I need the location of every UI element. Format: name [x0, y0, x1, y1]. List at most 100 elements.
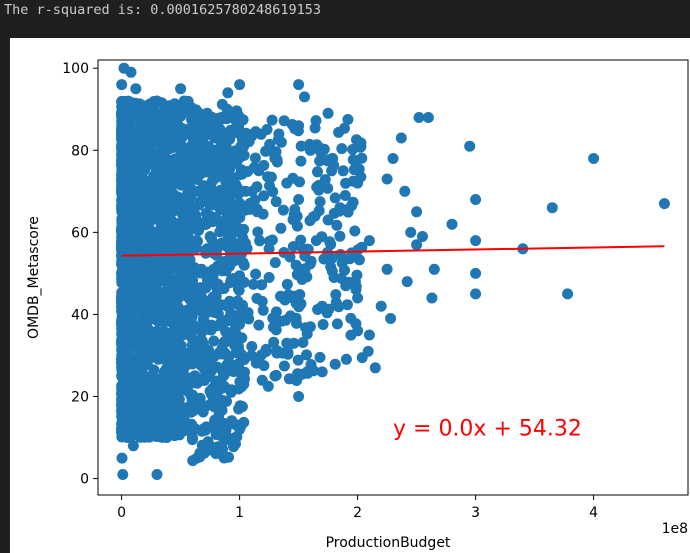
scatter-point [196, 403, 208, 415]
scatter-point [422, 112, 434, 123]
scatter-point-cloud [238, 371, 250, 383]
scatter-point-cloud [314, 155, 326, 167]
scatter-point-cloud [200, 424, 212, 436]
scatter-point-cloud [152, 108, 164, 120]
scatter-point [290, 259, 302, 271]
scatter-point-cloud [238, 259, 250, 271]
scatter-point [133, 350, 145, 361]
scatter-point-cloud [159, 270, 171, 282]
scatter-point [117, 337, 128, 349]
scatter-point [210, 165, 222, 177]
scatter-point-cloud [304, 258, 316, 270]
scatter-point [198, 317, 210, 329]
scatter-point [316, 300, 328, 312]
scatter-point-cloud [349, 225, 361, 237]
scatter-point [234, 423, 246, 435]
scatter-point-cloud [166, 219, 178, 231]
scatter-point [204, 231, 216, 242]
scatter-point [126, 259, 138, 271]
scatter-point-cloud [271, 347, 283, 359]
scatter-point-cloud [238, 223, 250, 235]
scatter-point-cloud [314, 351, 326, 363]
scatter-point-cloud [256, 279, 268, 291]
scatter-point-cloud [267, 312, 279, 324]
scatter-point [234, 112, 246, 123]
scatter-point [165, 247, 177, 259]
scatter-point [275, 222, 287, 234]
scatter-point-cloud [341, 299, 353, 311]
scatter-point [116, 399, 128, 411]
scatter-point-cloud [253, 319, 265, 331]
scatter-point-cloud [261, 124, 273, 135]
scatter-point-cloud [163, 128, 175, 140]
scatter-point-cloud [292, 354, 304, 366]
regression-line [121, 245, 665, 257]
scatter-point-cloud [144, 102, 156, 113]
y-tick-label: 80 [71, 143, 89, 159]
x-tick-label: 1 [235, 505, 244, 521]
scatter-point-cloud [119, 239, 131, 250]
scatter-point-cloud [244, 198, 256, 209]
scatter-point-cloud [151, 190, 163, 202]
scatter-point-cloud [134, 218, 146, 230]
scatter-point-cloud [126, 333, 138, 344]
scatter-point-cloud [221, 159, 233, 171]
scatter-point [163, 391, 175, 402]
plot-frame [97, 59, 689, 496]
stdout-output: The r-squared is: 0.0001625780248619153 [4, 2, 321, 18]
scatter-point-cloud [152, 353, 164, 365]
scatter-point-cloud [225, 180, 237, 192]
scatter-point-cloud [295, 140, 307, 152]
scatter-point-cloud [158, 232, 170, 244]
scatter-point [411, 206, 423, 218]
scatter-point-cloud [350, 156, 362, 168]
x-axis-ticks: 0 1 2 3 4 [117, 495, 598, 521]
x-axis-label: ProductionBudget [326, 535, 451, 551]
scatter-point-cloud [150, 164, 162, 176]
scatter-point [263, 272, 275, 283]
scatter-point-cloud [187, 455, 199, 467]
scatter-point-cloud [281, 278, 293, 290]
scatter-point-cloud [167, 345, 179, 357]
scatter-point-cloud [325, 261, 337, 273]
scatter-point-cloud [314, 142, 325, 154]
scatter-point [245, 350, 257, 361]
scatter-point-cloud [147, 276, 159, 288]
scatter-point-cloud [264, 180, 275, 192]
scatter-point [151, 469, 163, 480]
scatter-point-cloud [137, 146, 149, 157]
scatter-point-cloud [293, 301, 305, 313]
scatter-point-cloud [208, 335, 220, 347]
scatter-point-cloud [187, 150, 199, 162]
scatter-point [562, 288, 574, 300]
scatter-point [281, 337, 293, 349]
scatter-point-cloud [182, 204, 194, 216]
scatter-point-cloud [152, 181, 164, 192]
scatter-figure: 0 1 2 3 4 0 20 40 60 80 100 ProductionBudget OMDB… [10, 38, 690, 553]
scatter-point-cloud [229, 340, 241, 351]
scatter-point-cloud [172, 273, 184, 285]
y-tick-label: 60 [71, 225, 89, 241]
scatter-point [181, 218, 192, 230]
scatter-point-cloud [228, 146, 240, 158]
scatter-point-cloud [157, 255, 169, 267]
scatter-point-cloud [194, 355, 206, 367]
scatter-point-cloud [149, 338, 161, 350]
scatter-point-cloud [258, 360, 270, 372]
scatter-point-cloud [339, 190, 351, 201]
scatter-point-cloud [118, 382, 130, 393]
scatter-point-cloud [233, 383, 245, 395]
scatter-point [127, 440, 139, 452]
scatter-point-cloud [353, 254, 365, 266]
scatter-point-cloud [183, 259, 194, 271]
scatter-point [411, 239, 423, 251]
scatter-point [470, 288, 482, 300]
scatter-point-cloud [229, 241, 241, 253]
scatter-point [216, 382, 228, 394]
scatter-point-cloud [219, 239, 231, 251]
scatter-point-cloud [291, 375, 303, 386]
scatter-point-cloud [116, 346, 128, 358]
scatter-point-cloud [270, 324, 282, 336]
scatter-point-cloud [179, 306, 191, 318]
scatter-point-cloud [339, 122, 350, 134]
